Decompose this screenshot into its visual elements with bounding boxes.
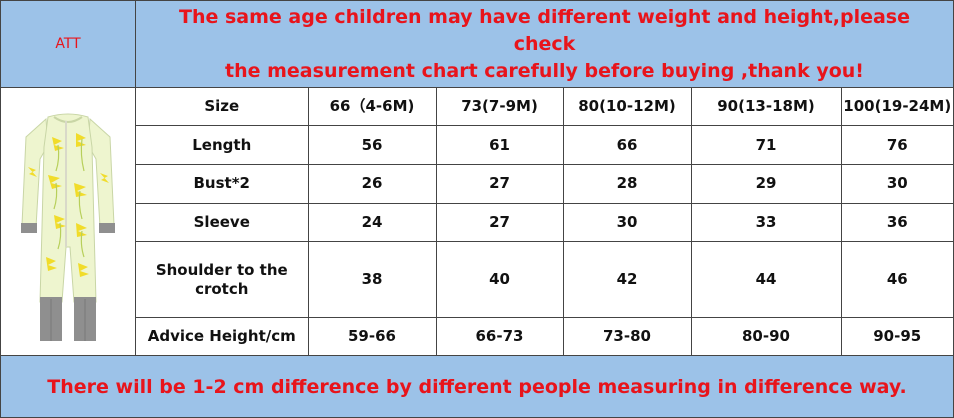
table-cell: 27 xyxy=(435,163,564,204)
table-cell: 80-90 xyxy=(690,316,842,355)
row-label: Bust*2 xyxy=(136,163,309,204)
notice-line-2: the measurement chart carefully before b… xyxy=(225,59,864,82)
footer-notice: There will be 1-2 cm difference by diffe… xyxy=(1,356,953,417)
table-cell: 27 xyxy=(435,202,564,243)
table-cell: 30 xyxy=(562,202,692,243)
table-cell: 44 xyxy=(690,241,842,318)
size-table: Size 66（4-6M) 73(7-9M) 80(10-12M) 90(13-… xyxy=(136,88,953,355)
table-cell: 73-80 xyxy=(562,316,692,355)
table-cell: 26 xyxy=(307,163,437,204)
table-cell: 56 xyxy=(307,125,437,165)
table-cell: 40 xyxy=(435,241,564,318)
table-cell: 66 xyxy=(562,125,692,165)
column-header: 80(10-12M) xyxy=(562,88,692,127)
chart-body: Size 66（4-6M) 73(7-9M) 80(10-12M) 90(13-… xyxy=(1,88,953,356)
baby-romper-icon xyxy=(21,113,115,341)
table-cell: 61 xyxy=(435,125,564,165)
table-cell: 66-73 xyxy=(435,316,564,355)
table-cell: 42 xyxy=(562,241,692,318)
product-image xyxy=(1,88,136,355)
size-table-wrap: Size 66（4-6M) 73(7-9M) 80(10-12M) 90(13-… xyxy=(136,88,953,355)
table-row: Length 56 61 66 71 76 xyxy=(136,125,953,165)
notice-line-1: The same age children may have different… xyxy=(179,5,910,55)
table-cell: 90-95 xyxy=(840,316,953,355)
header-band: ATT The same age children may have diffe… xyxy=(1,1,953,88)
table-cell: 59-66 xyxy=(307,316,437,355)
table-cell: 33 xyxy=(690,202,842,243)
table-cell: 24 xyxy=(307,202,437,243)
table-cell: 28 xyxy=(562,163,692,204)
table-row: Sleeve 24 27 30 33 36 xyxy=(136,202,953,243)
column-header: 90(13-18M) xyxy=(690,88,842,127)
table-row: Shoulder to the crotch 38 40 42 44 46 xyxy=(136,241,953,318)
table-cell: 46 xyxy=(840,241,953,318)
table-cell: 71 xyxy=(690,125,842,165)
column-header: Size xyxy=(136,88,309,127)
table-cell: 36 xyxy=(840,202,953,243)
row-label-line-2: crotch xyxy=(195,279,249,298)
column-header: 66（4-6M) xyxy=(307,88,437,127)
table-row: Bust*2 26 27 28 29 30 xyxy=(136,163,953,204)
table-cell: 76 xyxy=(840,125,953,165)
table-cell: 29 xyxy=(690,163,842,204)
row-label-line-1: Shoulder to the xyxy=(155,260,288,279)
table-header-row: Size 66（4-6M) 73(7-9M) 80(10-12M) 90(13-… xyxy=(136,88,953,127)
row-label: Sleeve xyxy=(136,202,309,243)
table-cell: 38 xyxy=(307,241,437,318)
column-header: 73(7-9M) xyxy=(435,88,564,127)
row-label: Length xyxy=(136,125,309,165)
measurement-notice: The same age children may have different… xyxy=(136,1,953,87)
row-label: Advice Height/cm xyxy=(136,316,309,355)
table-row: Advice Height/cm 59-66 66-73 73-80 80-90… xyxy=(136,316,953,355)
row-label: Shoulder to the crotch xyxy=(136,241,309,318)
table-cell: 30 xyxy=(840,163,953,204)
column-header: 100(19-24M) xyxy=(840,88,953,127)
att-label: ATT xyxy=(1,1,136,87)
